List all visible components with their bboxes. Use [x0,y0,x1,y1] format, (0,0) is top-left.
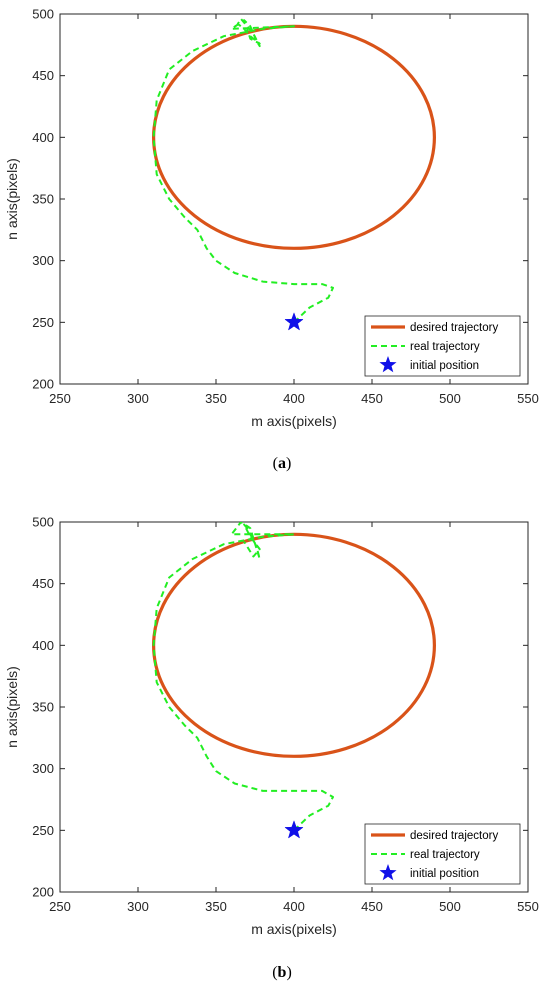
figure-caption: (b) [272,964,292,981]
legend-label: desired trajectory [410,322,498,334]
y-tick-label: 200 [32,377,54,392]
caption-paren-open: ( [272,964,277,981]
y-tick-label: 400 [32,130,54,145]
y-tick-label: 500 [32,515,54,530]
y-tick-label: 400 [32,638,54,653]
series-group [152,17,436,331]
legend-label: desired trajectory [410,830,498,842]
initial-position-marker [284,820,304,839]
legend-label: real trajectory [410,849,480,861]
chart-panel-b: 250 300 350 400 450 500 5502002503003504004505… [4,515,539,982]
y-tick-label: 500 [32,7,54,22]
y-tick-label: 250 [32,823,54,838]
y-axis-label: n axis(pixels) [4,666,20,748]
y-tick-label: 450 [32,576,54,591]
caption-paren-close: ) [286,455,291,472]
x-tick-label: 300 [127,899,149,914]
legend-label: real trajectory [410,341,480,353]
x-tick-label: 300 [127,391,149,406]
x-tick-label: 350 [205,391,227,406]
x-tick-label: 500 [439,391,461,406]
y-tick-label: 200 [32,885,54,900]
initial-position-marker [284,312,304,331]
chart-panel-a: 250 300 350 400 450 500 5502002503003504004505… [4,7,539,473]
legend-swatch-star [379,864,397,881]
x-tick-label: 250 [49,391,71,406]
legend-swatch-star [379,356,397,373]
x-axis-label: m axis(pixels) [251,413,337,429]
x-tick-label: 550 [517,391,539,406]
caption-letter: b [278,964,287,981]
x-tick-label: 450 [361,391,383,406]
real-trajectory-line [152,522,334,832]
y-tick-label: 350 [32,700,54,715]
legend-label: initial position [410,868,479,880]
caption-paren-open: ( [273,455,278,472]
real-trajectory-line [152,17,334,324]
figure-caption: (a) [273,455,292,472]
x-tick-label: 250 [49,899,71,914]
legend: desired trajectory real trajectory initial… [364,315,521,377]
y-tick-label: 350 [32,192,54,207]
y-tick-label: 250 [32,315,54,330]
legend: desired trajectory real trajectory initial… [364,823,521,885]
y-tick-label: 300 [32,253,54,268]
x-tick-label: 400 [283,899,305,914]
x-tick-label: 350 [205,899,227,914]
series-group [152,522,436,839]
x-axis-label: m axis(pixels) [251,921,337,937]
caption-letter: a [278,455,286,472]
y-tick-label: 450 [32,68,54,83]
x-tick-label: 500 [439,899,461,914]
y-tick-label: 300 [32,761,54,776]
x-tick-label: 400 [283,391,305,406]
x-tick-label: 550 [517,899,539,914]
x-tick-label: 450 [361,899,383,914]
y-axis-label: n axis(pixels) [4,158,20,240]
caption-paren-close: ) [286,964,291,981]
legend-label: initial position [410,360,479,372]
